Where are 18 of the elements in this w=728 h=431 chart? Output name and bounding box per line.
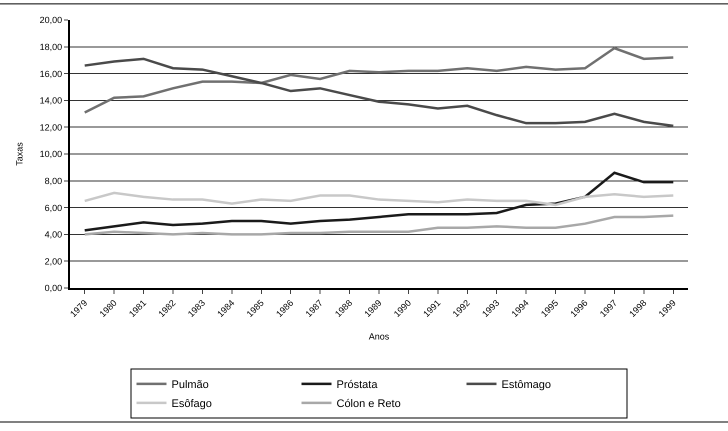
legend-label: Esôfago — [172, 398, 212, 410]
y-tick-label: 16,00 — [40, 68, 62, 79]
legend-label: Pulmão — [172, 379, 209, 392]
x-axis-title: Anos — [368, 331, 390, 342]
legend-label: Estômago — [502, 379, 552, 392]
y-tick-label: 6,00 — [44, 202, 62, 213]
y-tick-label: 0,00 — [44, 283, 62, 294]
legend-label: Cólon e Reto — [336, 398, 401, 410]
y-tick-label: 8,00 — [44, 176, 62, 186]
y-tick-label: 4,00 — [44, 230, 62, 240]
y-tick-label: 12,00 — [40, 122, 62, 132]
y-tick-label: 14,00 — [40, 96, 62, 106]
y-tick-label: 10,00 — [40, 149, 62, 160]
y-tick-label: 20,00 — [40, 15, 62, 26]
y-tick-label: 2,00 — [44, 256, 62, 266]
y-axis-title: Taxas — [14, 142, 25, 166]
y-tick-label: 18,00 — [40, 42, 62, 52]
legend-label: Próstata — [336, 379, 378, 392]
